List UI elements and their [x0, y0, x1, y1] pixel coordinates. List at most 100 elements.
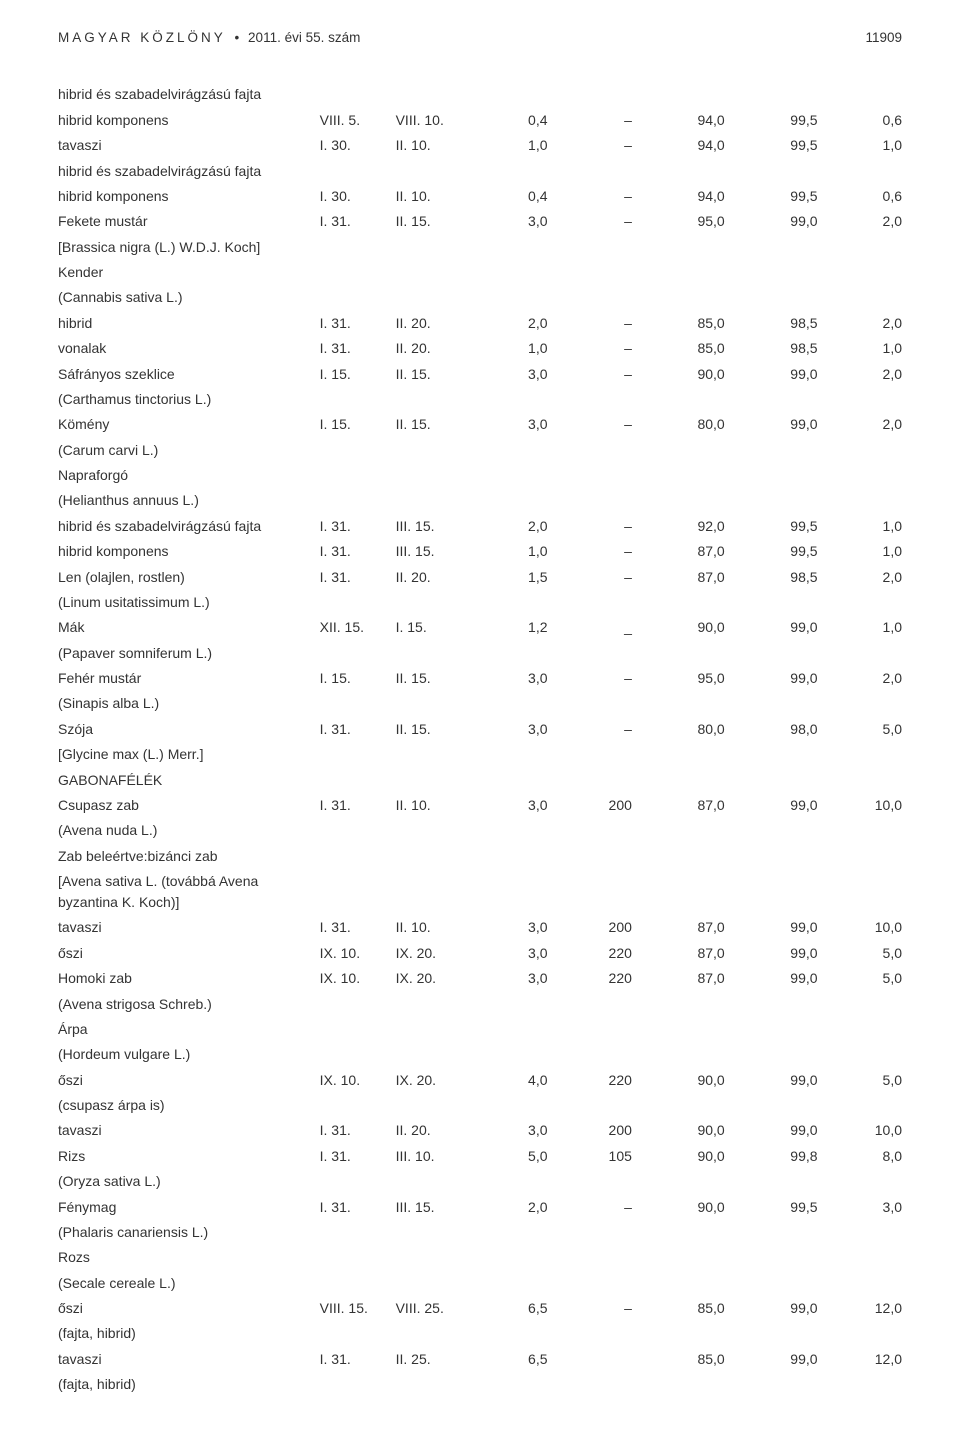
table-row: MákXII. 15.I. 15.1,2_90,099,01,0: [58, 615, 902, 640]
cell-col5: [548, 869, 632, 915]
cell-col1: hibrid: [58, 311, 320, 336]
cell-col3: II. 15.: [396, 361, 472, 386]
table-row: (Sinapis alba L.): [58, 691, 902, 716]
cell-col4: 1,0: [472, 539, 548, 564]
cell-col2: [320, 82, 396, 107]
table-row: hibridI. 31.II. 20.2,0–85,098,52,0: [58, 311, 902, 336]
cell-col2: [320, 691, 396, 716]
cell-col3: [396, 438, 472, 463]
cell-col3: II. 15.: [396, 666, 472, 691]
table-row: hibrid komponensI. 30.II. 10.0,4–94,099,…: [58, 184, 902, 209]
cell-col6: 87,0: [632, 966, 725, 991]
cell-col5: –: [548, 564, 632, 589]
cell-col6: 90,0: [632, 615, 725, 640]
cell-col4: [472, 691, 548, 716]
cell-col2: [320, 488, 396, 513]
cell-col4: 1,0: [472, 133, 548, 158]
cell-col2: [320, 590, 396, 615]
cell-col4: 1,0: [472, 336, 548, 361]
cell-col4: 0,4: [472, 108, 548, 133]
cell-col7: 99,5: [725, 133, 818, 158]
cell-col1: (Carum carvi L.): [58, 438, 320, 463]
cell-col1: őszi: [58, 1296, 320, 1321]
page-header: MAGYAR KÖZLÖNY • 2011. évi 55. szám 1190…: [58, 28, 902, 48]
cell-col6: [632, 387, 725, 412]
cell-col1: (Helianthus annuus L.): [58, 488, 320, 513]
cell-col4: [472, 767, 548, 792]
table-row: ősziVIII. 15.VIII. 25.6,5–85,099,012,0: [58, 1296, 902, 1321]
cell-col4: [472, 158, 548, 183]
table-row: (Papaver somniferum L.): [58, 641, 902, 666]
cell-col6: [632, 1271, 725, 1296]
cell-col1: Napraforgó: [58, 463, 320, 488]
cell-col7: [725, 1042, 818, 1067]
cell-col4: 2,0: [472, 514, 548, 539]
table-row: Kender: [58, 260, 902, 285]
cell-col3: [396, 387, 472, 412]
table-row: FénymagI. 31.III. 15.2,0–90,099,53,0: [58, 1194, 902, 1219]
cell-col7: [725, 844, 818, 869]
cell-col2: I. 31.: [320, 915, 396, 940]
cell-col4: 2,0: [472, 311, 548, 336]
cell-col3: II. 10.: [396, 184, 472, 209]
cell-col6: [632, 82, 725, 107]
cell-col2: I. 31.: [320, 336, 396, 361]
cell-col5: [548, 691, 632, 716]
cell-col8: [818, 82, 902, 107]
cell-col4: [472, 1271, 548, 1296]
cell-col8: 8,0: [818, 1144, 902, 1169]
cell-col7: [725, 991, 818, 1016]
cell-col2: [320, 1093, 396, 1118]
cell-col8: 5,0: [818, 941, 902, 966]
cell-col8: 2,0: [818, 412, 902, 437]
cell-col1: Rizs: [58, 1144, 320, 1169]
cell-col6: 92,0: [632, 514, 725, 539]
cell-col6: 87,0: [632, 941, 725, 966]
cell-col6: [632, 1245, 725, 1270]
cell-col1: (Sinapis alba L.): [58, 691, 320, 716]
cell-col3: [396, 590, 472, 615]
cell-col2: [320, 641, 396, 666]
cell-col4: [472, 991, 548, 1016]
cell-col4: [472, 844, 548, 869]
table-row: hibrid és szabadelvirágzású fajtaI. 31.I…: [58, 514, 902, 539]
cell-col7: [725, 1271, 818, 1296]
cell-col2: I. 31.: [320, 1118, 396, 1143]
cell-col3: III. 15.: [396, 1194, 472, 1219]
cell-col8: [818, 991, 902, 1016]
table-row: (Secale cereale L.): [58, 1271, 902, 1296]
cell-col8: [818, 260, 902, 285]
cell-col4: 3,0: [472, 717, 548, 742]
cell-col5: [548, 1347, 632, 1372]
cell-col4: [472, 869, 548, 915]
cell-col4: 0,4: [472, 184, 548, 209]
cell-col2: [320, 235, 396, 260]
cell-col2: VIII. 15.: [320, 1296, 396, 1321]
cell-col4: [472, 488, 548, 513]
cell-col4: 6,5: [472, 1347, 548, 1372]
cell-col2: VIII. 5.: [320, 108, 396, 133]
cell-col1: Zab beleértve:bizánci zab: [58, 844, 320, 869]
page-number: 11909: [865, 28, 902, 48]
cell-col2: I. 15.: [320, 666, 396, 691]
cell-col5: _: [548, 615, 632, 640]
cell-col1: (Secale cereale L.): [58, 1271, 320, 1296]
cell-col6: 94,0: [632, 108, 725, 133]
cell-col3: II. 20.: [396, 1118, 472, 1143]
cell-col6: 90,0: [632, 1118, 725, 1143]
cell-col5: 220: [548, 1068, 632, 1093]
cell-col2: [320, 767, 396, 792]
cell-col8: [818, 235, 902, 260]
cell-col3: III. 15.: [396, 514, 472, 539]
cell-col2: I. 15.: [320, 361, 396, 386]
cell-col4: [472, 1220, 548, 1245]
cell-col4: [472, 1245, 548, 1270]
cell-col1: Fehér mustár: [58, 666, 320, 691]
cell-col1: (Cannabis sativa L.): [58, 285, 320, 310]
cell-col6: [632, 991, 725, 1016]
cell-col4: [472, 1042, 548, 1067]
cell-col3: II. 25.: [396, 1347, 472, 1372]
cell-col8: [818, 767, 902, 792]
cell-col7: 98,5: [725, 336, 818, 361]
cell-col5: [548, 82, 632, 107]
